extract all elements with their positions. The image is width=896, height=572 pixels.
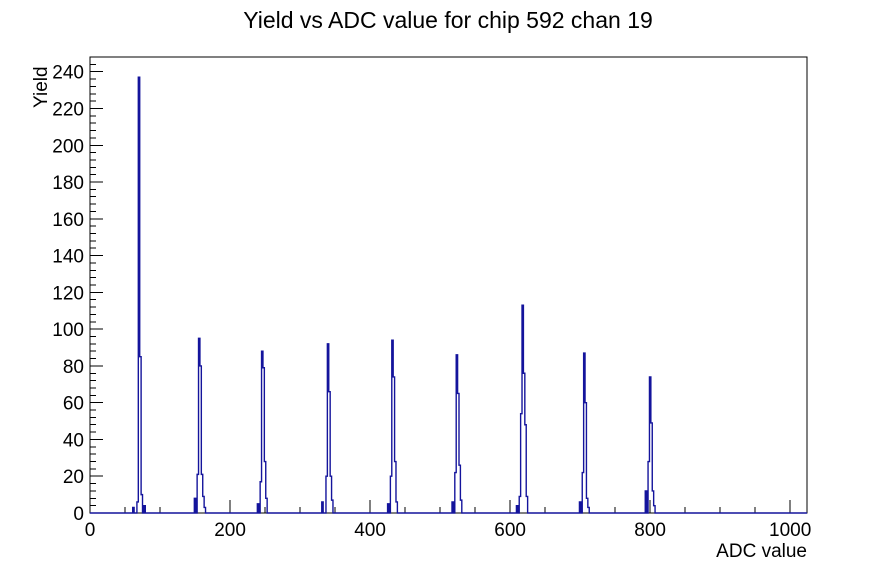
x-tick-label: 600 [494, 520, 526, 541]
y-tick-label: 200 [52, 136, 84, 157]
x-tick-label: 400 [354, 520, 386, 541]
chart-title: Yield vs ADC value for chip 592 chan 19 [243, 7, 653, 33]
y-tick-label: 40 [63, 430, 84, 451]
y-tick-label: 120 [52, 283, 84, 304]
x-tick-label: 0 [85, 520, 96, 541]
x-tick-label: 800 [634, 520, 666, 541]
x-tick-label: 200 [214, 520, 246, 541]
y-tick-label: 140 [52, 247, 84, 268]
y-tick-label: 160 [52, 210, 84, 231]
y-tick-label: 180 [52, 173, 84, 194]
y-tick-label: 220 [52, 99, 84, 120]
plot-frame [89, 56, 808, 514]
y-tick-label: 20 [63, 467, 84, 488]
histogram-series [90, 76, 807, 514]
y-tick-label: 240 [52, 63, 84, 84]
y-tick-label: 0 [73, 504, 84, 525]
y-tick-label: 80 [63, 357, 84, 378]
y-tick-label: 100 [52, 320, 84, 341]
y-tick-label: 60 [63, 394, 84, 415]
x-tick-label: 1000 [769, 520, 811, 541]
x-axis-title: ADC value [716, 541, 807, 562]
